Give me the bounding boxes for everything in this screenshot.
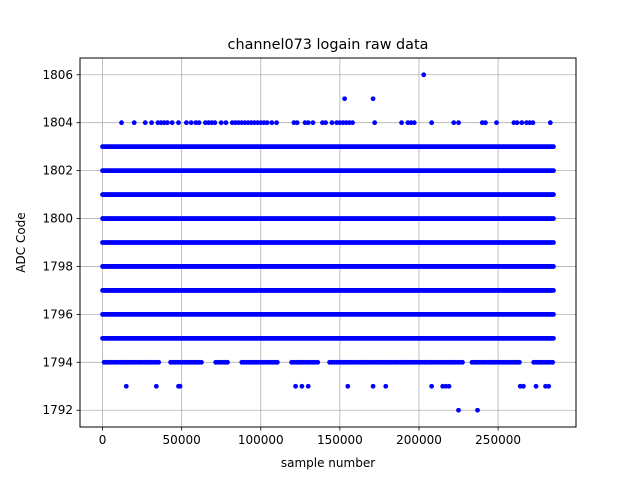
data-point: [372, 120, 378, 126]
y-tick-label: 1798: [42, 259, 73, 273]
chart-title: channel073 logain raw data: [228, 37, 429, 53]
data-point: [315, 359, 321, 365]
data-point: [494, 120, 499, 126]
data-point: [142, 120, 148, 126]
data-point: [514, 120, 520, 126]
data-point: [460, 359, 465, 365]
data-point: [176, 120, 181, 126]
data-point: [446, 383, 452, 389]
x-axis-ticks: 0 50000 100000 150000 200000 250000: [99, 427, 521, 447]
data-point: [274, 120, 279, 126]
data-point: [345, 383, 351, 389]
y-tick-label: 1804: [42, 116, 73, 130]
x-axis-label: sample number: [281, 456, 375, 470]
data-point: [520, 383, 526, 389]
y-tick-label: 1800: [42, 212, 73, 226]
data-point: [305, 383, 311, 389]
x-tick-label: 250000: [475, 433, 521, 447]
y-tick-label: 1802: [42, 164, 73, 178]
data-point: [165, 120, 170, 126]
data-point: [196, 120, 202, 126]
data-point: [429, 383, 435, 389]
data-point: [370, 96, 376, 102]
y-tick-label: 1796: [42, 307, 73, 321]
data-point: [550, 359, 556, 365]
data-point: [475, 407, 480, 413]
data-point: [546, 383, 552, 389]
data-point: [212, 120, 218, 126]
data-point: [123, 383, 129, 389]
data-point: [149, 120, 154, 126]
data-point: [183, 120, 189, 126]
data-point: [169, 120, 175, 126]
data-points: [100, 72, 556, 413]
data-point: [264, 120, 270, 126]
data-point: [456, 407, 461, 413]
data-point: [225, 359, 230, 365]
data-point: [293, 383, 298, 389]
data-point: [547, 120, 553, 126]
data-point: [517, 359, 522, 365]
data-point: [223, 120, 229, 126]
axes-frame: [79, 57, 577, 428]
x-tick-label: 100000: [238, 433, 284, 447]
data-point: [429, 120, 435, 126]
y-tick-label: 1792: [42, 403, 73, 417]
data-point: [456, 120, 461, 126]
data-point: [530, 120, 536, 126]
data-point: [483, 120, 488, 126]
data-point: [299, 383, 305, 389]
data-point: [131, 120, 137, 126]
x-tick-label: 0: [99, 433, 107, 447]
data-point: [119, 120, 124, 126]
data-point: [310, 120, 316, 126]
data-point: [342, 96, 348, 102]
data-point: [218, 120, 224, 126]
data-point: [383, 383, 389, 389]
x-tick-label: 150000: [317, 433, 363, 447]
data-point: [294, 120, 300, 126]
data-point: [188, 120, 194, 126]
y-tick-label: 1806: [42, 68, 73, 82]
data-point: [153, 383, 159, 389]
data-point: [533, 383, 539, 389]
data-point: [305, 120, 311, 126]
x-tick-label: 50000: [163, 433, 201, 447]
data-point: [269, 120, 275, 126]
y-axis-ticks: 1792 1794 1796 1798 1800 1802 1804 1806: [42, 68, 80, 417]
data-point: [199, 359, 204, 365]
data-point: [399, 120, 404, 126]
data-point: [177, 383, 183, 389]
data-point: [421, 72, 427, 78]
data-point: [519, 120, 525, 126]
y-tick-label: 1794: [42, 355, 73, 369]
data-point: [411, 120, 417, 126]
data-point: [156, 359, 162, 365]
data-point: [329, 120, 335, 126]
data-point: [451, 120, 457, 126]
y-axis-label: ADC Code: [14, 212, 28, 272]
data-point: [370, 383, 376, 389]
data-point: [350, 120, 355, 126]
data-point: [323, 120, 329, 126]
data-point: [274, 359, 280, 365]
x-tick-label: 200000: [396, 433, 442, 447]
